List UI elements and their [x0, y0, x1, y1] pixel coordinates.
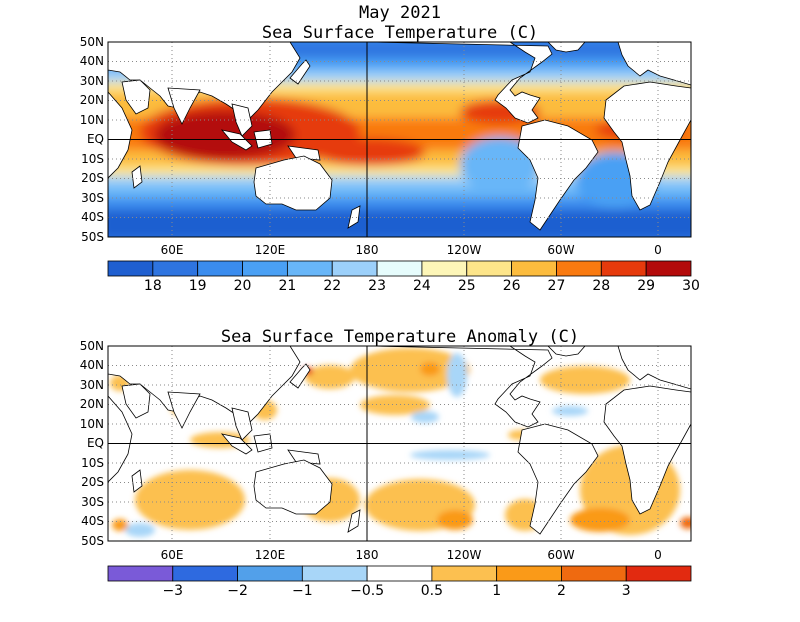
sst-lon-label: 60E: [161, 243, 184, 257]
anomaly-lat-label: 30S: [81, 495, 104, 509]
sst-colorbar-label: 18: [144, 278, 162, 294]
anomaly-colorbar-swatch: [625, 565, 692, 582]
anomaly-lat-label: 20S: [81, 475, 104, 489]
anomaly-colorbar-label: 0.5: [421, 583, 443, 599]
anomaly-lat-label: 50S: [81, 534, 104, 548]
sst-colorbar-label: 23: [368, 278, 386, 294]
anomaly-colorbar-swatch: [107, 565, 174, 582]
sst-lat-label: 30S: [81, 191, 104, 205]
sst-colorbar-label: 29: [637, 278, 655, 294]
sst-colorbar-swatch: [556, 260, 602, 277]
sst-colorbar-label: 27: [548, 278, 566, 294]
sst-lat-label: 50N: [80, 35, 104, 49]
sst-colorbar-swatch: [511, 260, 557, 277]
anomaly-map-title: Sea Surface Temperature Anomaly (C): [220, 327, 580, 347]
sst-colorbar-label: 19: [189, 278, 207, 294]
sst-lat-label: 40N: [80, 54, 104, 68]
sst-lon-label: 120E: [255, 243, 286, 257]
sst-lat-label: 20N: [80, 93, 104, 107]
anomaly-colorbar-label: −3: [162, 583, 183, 599]
anomaly-lat-label: 50N: [80, 339, 104, 353]
anomaly-lat-label: 20N: [80, 397, 104, 411]
anomaly-colorbar-label: 2: [557, 583, 566, 599]
anomaly-colorbar-swatch: [366, 565, 433, 582]
sst-lon-label: 180: [356, 243, 379, 257]
sst-colorbar-label: 25: [458, 278, 476, 294]
anomaly-colorbar-swatch: [496, 565, 562, 582]
anomaly-colorbar-swatch: [301, 565, 368, 582]
anomaly-colorbar-swatch: [172, 565, 238, 582]
anomaly-colorbar-swatch: [237, 565, 303, 582]
anomaly-lon-label: 60W: [547, 548, 574, 562]
anomaly-lat-label: 40S: [81, 514, 104, 528]
sst-colorbar-label: 22: [323, 278, 341, 294]
sst-colorbar-label: 20: [234, 278, 252, 294]
sst-lon-label: 120W: [447, 243, 482, 257]
sst-colorbar-swatch: [421, 260, 468, 277]
sst-colorbar-swatch: [197, 260, 243, 277]
sst-colorbar-swatch: [466, 260, 513, 277]
sst-map: 50N 40N 30N 20N 10N EQ 10S 20S 30S 40S 5…: [80, 35, 700, 294]
sst-colorbar-label: 30: [682, 278, 700, 294]
sst-colorbar-label: 21: [278, 278, 296, 294]
anomaly-lat-label: 30N: [80, 378, 104, 392]
anomaly-lat-label: EQ: [87, 436, 104, 450]
anomaly-colorbar-label: −2: [227, 583, 248, 599]
anomaly-lat-label: 10N: [80, 417, 104, 431]
sst-colorbar-labels: 18 19 20 21 22 23 24 25 26 27 28 29 30: [144, 278, 700, 294]
sst-map-panel: 50N 40N 30N 20N 10N EQ 10S 20S 30S 40S 5…: [0, 0, 800, 300]
sst-colorbar-label: 26: [503, 278, 521, 294]
sst-colorbar-swatch: [107, 260, 154, 277]
sst-colorbar-label: 24: [413, 278, 431, 294]
sst-colorbar: [107, 260, 692, 277]
sst-lat-label: 10S: [81, 152, 104, 166]
sst-colorbar-swatch: [600, 260, 647, 277]
anomaly-colorbar: [107, 565, 692, 582]
anomaly-map: 50N 40N 30N 20N 10N EQ 10S 20S 30S 40S 5…: [80, 339, 692, 599]
sst-map-title: Sea Surface Temperature (C): [261, 23, 539, 43]
sst-lat-label: 20S: [81, 171, 104, 185]
sst-lon-label: 0: [654, 243, 662, 257]
anomaly-colorbar-label: 3: [622, 583, 631, 599]
anomaly-lon-label: 120W: [447, 548, 482, 562]
anomaly-lon-label: 60E: [161, 548, 184, 562]
sst-lon-label: 60W: [547, 243, 574, 257]
anomaly-colorbar-label: −0.5: [350, 583, 384, 599]
anomaly-colorbar-swatch: [431, 565, 498, 582]
anomaly-lon-label: 0: [654, 548, 662, 562]
sst-colorbar-swatch: [286, 260, 333, 277]
figure-date-title: May 2021: [359, 3, 441, 23]
anomaly-colorbar-swatch: [561, 565, 627, 582]
anomaly-colorbar-label: −1: [292, 583, 313, 599]
anomaly-lon-label: 180: [356, 548, 379, 562]
sst-colorbar-swatch: [331, 260, 378, 277]
anomaly-colorbar-labels: −3 −2 −1 −0.5 0.5 1 2 3: [162, 583, 630, 599]
sst-lat-label: EQ: [87, 132, 104, 146]
sst-colorbar-label: 28: [592, 278, 610, 294]
sst-lat-label: 50S: [81, 230, 104, 244]
anomaly-colorbar-label: 1: [492, 583, 501, 599]
sst-lat-label: 40S: [81, 210, 104, 224]
sst-colorbar-swatch: [242, 260, 288, 277]
sst-lat-label: 10N: [80, 113, 104, 127]
sst-lat-label: 30N: [80, 74, 104, 88]
sst-colorbar-swatch: [152, 260, 199, 277]
anomaly-lat-label: 40N: [80, 358, 104, 372]
sst-colorbar-swatch: [645, 260, 692, 277]
anomaly-lon-label: 120E: [255, 548, 286, 562]
anomaly-map-panel: 50N 40N 30N 20N 10N EQ 10S 20S 30S 40S 5…: [0, 305, 800, 618]
anomaly-lat-label: 10S: [81, 456, 104, 470]
sst-colorbar-swatch: [376, 260, 423, 277]
